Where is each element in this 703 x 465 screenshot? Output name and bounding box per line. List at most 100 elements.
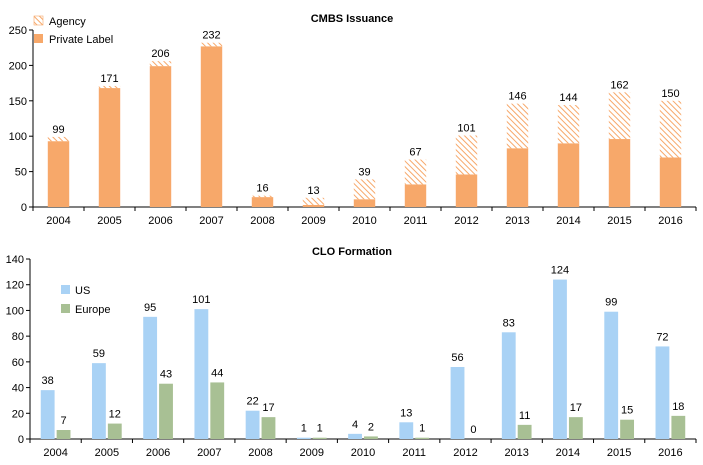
x-tick-label: 2006 — [148, 215, 172, 227]
bar-agency — [506, 103, 529, 149]
bar-us — [194, 309, 209, 439]
bar-europe — [210, 382, 225, 439]
y-tick-label: 200 — [9, 60, 27, 72]
legend-label-private-label: Private Label — [49, 34, 113, 46]
x-tick-label: 2004 — [46, 215, 70, 227]
bar-europe — [568, 417, 583, 439]
bar-europe — [517, 424, 532, 439]
total-data-label: 162 — [610, 79, 628, 91]
bar-private-label — [251, 197, 274, 207]
bar-europe — [261, 417, 276, 439]
bar-private-label — [200, 46, 223, 208]
x-tick-label: 2009 — [300, 447, 324, 459]
bar-us — [553, 279, 567, 439]
cmbs-chart-title: CMBS Issuance — [311, 13, 394, 25]
x-tick-label: 2004 — [43, 447, 67, 459]
us-data-label: 13 — [400, 407, 412, 419]
total-data-label: 101 — [457, 122, 475, 134]
us-data-label: 56 — [451, 352, 463, 364]
bar-us — [348, 433, 362, 439]
y-tick-label: 80 — [12, 331, 24, 343]
europe-data-label: 2 — [368, 421, 374, 433]
x-tick-label: 2015 — [607, 215, 631, 227]
legend-label-us: US — [75, 285, 90, 297]
x-tick-label: 2013 — [504, 447, 528, 459]
legend-label-europe: Europe — [75, 304, 110, 316]
europe-data-label: 1 — [419, 423, 425, 435]
us-data-label: 22 — [246, 396, 258, 408]
x-tick-label: 2010 — [351, 447, 375, 459]
legend-swatch-private-label — [34, 34, 43, 43]
europe-data-label: 43 — [160, 369, 172, 381]
x-tick-label: 2011 — [402, 447, 426, 459]
bar-agency — [353, 179, 376, 200]
x-tick-label: 2012 — [453, 447, 477, 459]
us-data-label: 4 — [352, 419, 358, 431]
bar-europe — [415, 437, 430, 439]
x-tick-label: 2005 — [95, 447, 119, 459]
y-tick-label: 100 — [6, 305, 24, 317]
total-data-label: 67 — [409, 147, 421, 159]
y-tick-label: 40 — [12, 383, 24, 395]
bar-agency — [251, 195, 274, 198]
us-data-label: 83 — [503, 317, 515, 329]
y-tick-label: 60 — [12, 357, 24, 369]
bar-agency — [659, 100, 682, 158]
us-data-label: 72 — [656, 331, 668, 343]
us-data-label: 95 — [144, 302, 156, 314]
bar-private-label — [98, 88, 121, 207]
bar-europe — [671, 415, 686, 439]
bar-us — [501, 332, 516, 439]
bar-private-label — [149, 66, 172, 207]
x-tick-label: 2008 — [250, 215, 274, 227]
bar-europe — [620, 419, 635, 439]
us-data-label: 101 — [192, 294, 210, 306]
bar-private-label — [659, 157, 682, 207]
x-tick-label: 2008 — [248, 447, 272, 459]
y-tick-label: 100 — [9, 131, 27, 143]
bar-agency — [608, 92, 631, 140]
x-tick-label: 2013 — [505, 215, 529, 227]
bar-private-label — [506, 148, 529, 207]
x-tick-label: 2007 — [197, 447, 221, 459]
legend-swatch-agency — [33, 15, 44, 26]
europe-data-label: 44 — [211, 367, 223, 379]
bar-us — [296, 437, 311, 439]
x-tick-label: 2015 — [607, 447, 631, 459]
bar-agency — [149, 61, 172, 67]
bar-us — [40, 390, 55, 439]
bar-private-label — [353, 199, 376, 207]
x-tick-label: 2014 — [556, 215, 580, 227]
europe-data-label: 17 — [570, 402, 582, 414]
europe-data-label: 1 — [317, 423, 323, 435]
europe-data-label: 18 — [672, 401, 684, 413]
x-tick-label: 2014 — [556, 447, 580, 459]
y-tick-label: 120 — [6, 280, 24, 292]
bar-agency — [404, 159, 427, 185]
y-tick-label: 0 — [21, 202, 27, 214]
total-data-label: 144 — [559, 92, 577, 104]
total-data-label: 99 — [52, 124, 64, 136]
bar-us — [143, 316, 158, 439]
europe-data-label: 7 — [60, 415, 66, 427]
legend-swatch-us — [61, 285, 70, 294]
us-data-label: 38 — [42, 375, 54, 387]
bar-us — [399, 422, 414, 439]
bar-private-label — [302, 204, 325, 207]
x-tick-label: 2007 — [199, 215, 223, 227]
x-tick-label: 2010 — [352, 215, 376, 227]
europe-data-label: 17 — [262, 402, 274, 414]
bar-europe — [107, 423, 122, 439]
cmbs-legend: Agency Private Label — [33, 15, 113, 46]
y-tick-label: 20 — [12, 408, 24, 420]
x-tick-label: 2016 — [658, 447, 682, 459]
cmbs-bars: 99 171 206 232 16 13 39 67 101 146 144 162 150 — [47, 30, 682, 208]
bar-private-label — [404, 184, 427, 207]
us-data-label: 59 — [93, 348, 105, 360]
bar-us — [450, 367, 465, 439]
bar-europe — [56, 430, 71, 439]
bar-private-label — [608, 139, 631, 207]
